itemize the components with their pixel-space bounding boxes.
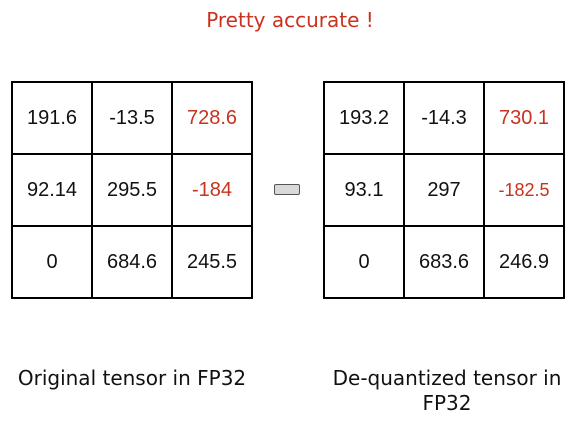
matrix-cell-highlighted: 730.1 <box>483 81 565 155</box>
matrix-cell: -13.5 <box>91 81 173 155</box>
matrix-row: 193.2 -14.3 730.1 <box>323 81 565 155</box>
page-title: Pretty accurate ! <box>206 8 374 32</box>
original-tensor-caption: Original tensor in FP32 <box>17 366 247 390</box>
matrix-cell: 295.5 <box>91 153 173 227</box>
approximately-equal-icon <box>274 184 300 195</box>
matrix-cell: 191.6 <box>11 81 93 155</box>
matrix-cell: 245.5 <box>171 225 253 299</box>
matrix-cell: 297 <box>403 153 485 227</box>
matrix-cell: 92.14 <box>11 153 93 227</box>
matrix-row: 0 684.6 245.5 <box>11 225 253 299</box>
matrix-cell: 0 <box>11 225 93 299</box>
matrix-cell-highlighted: -184 <box>171 153 253 227</box>
matrix-cell: 684.6 <box>91 225 173 299</box>
dequantized-tensor-matrix: 193.2 -14.3 730.1 93.1 297 -182.5 0 683.… <box>323 81 565 299</box>
matrix-cell: 93.1 <box>323 153 405 227</box>
matrix-row: 92.14 295.5 -184 <box>11 153 253 227</box>
matrix-row: 0 683.6 246.9 <box>323 225 565 299</box>
matrix-cell-highlighted: 728.6 <box>171 81 253 155</box>
matrix-cell: 0 <box>323 225 405 299</box>
matrix-cell: -14.3 <box>403 81 485 155</box>
matrix-row: 93.1 297 -182.5 <box>323 153 565 227</box>
matrix-cell-highlighted: -182.5 <box>483 153 565 227</box>
original-tensor-matrix: 191.6 -13.5 728.6 92.14 295.5 -184 0 684… <box>11 81 253 299</box>
matrix-cell: 246.9 <box>483 225 565 299</box>
matrix-cell: 193.2 <box>323 81 405 155</box>
matrix-row: 191.6 -13.5 728.6 <box>11 81 253 155</box>
dequantized-tensor-caption: De-quantized tensor in FP32 <box>332 366 562 415</box>
matrix-cell: 683.6 <box>403 225 485 299</box>
